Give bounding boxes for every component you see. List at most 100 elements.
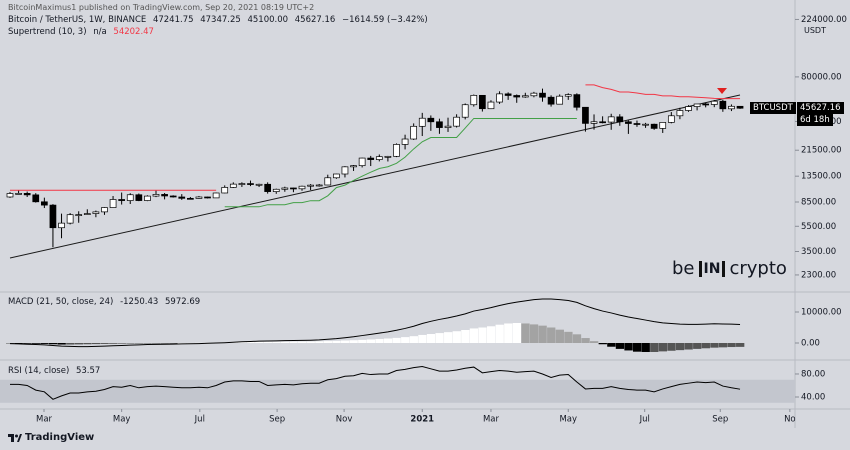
candle-body [15, 193, 22, 195]
histogram-bar [100, 343, 109, 344]
x-tick-label: Nov [336, 415, 353, 425]
trendline [9, 94, 741, 259]
candle-body [118, 199, 125, 201]
histogram-bar [469, 328, 479, 344]
unit: USDT [804, 26, 826, 35]
histogram-bar [14, 343, 23, 344]
candle-body [221, 187, 229, 194]
histogram-bar [340, 340, 350, 344]
y-tick-label: 224000.00 [801, 15, 847, 25]
candle-body [496, 93, 503, 103]
candle-body [32, 194, 40, 203]
histogram-bar [289, 341, 298, 344]
candle-body [238, 183, 246, 185]
histogram-bar [555, 329, 564, 344]
y-tick-label: 0.00 [801, 339, 820, 349]
histogram-bar [529, 324, 539, 344]
candle-body [410, 125, 418, 140]
watermark-middle: IN [698, 260, 726, 277]
histogram-bar [375, 338, 384, 344]
histogram-bar [409, 336, 418, 344]
histogram-bar [401, 337, 410, 344]
y-tick-label: 10000.00 [801, 308, 842, 318]
histogram-bar [91, 343, 101, 345]
candle-body [350, 165, 357, 168]
author-line: BitcoinMaximus1 published on TradingView… [8, 3, 315, 12]
histogram-bar [31, 343, 41, 344]
candle-body [719, 100, 727, 110]
candle-body [650, 123, 658, 129]
x-tick-label: May [113, 415, 131, 425]
macd-line-value: 5972.69 [165, 297, 201, 307]
histogram-bar [693, 343, 702, 349]
candle-body [6, 193, 14, 198]
candle-body [590, 121, 598, 124]
candle-body [341, 166, 349, 175]
candle-body [49, 204, 57, 229]
candle-body [436, 121, 443, 128]
candle-body [607, 116, 615, 123]
histogram-bar [504, 323, 513, 344]
histogram-bar [727, 343, 736, 348]
histogram-bar [547, 327, 556, 344]
candle-body [479, 94, 486, 110]
candle-body [204, 196, 211, 199]
histogram-bar [650, 343, 659, 352]
series-line [224, 117, 577, 208]
histogram-bar [572, 334, 582, 344]
histogram-bar [272, 341, 281, 344]
rsi-value: 53.57 [75, 366, 101, 376]
publish-info: BitcoinMaximus1 published on TradingView… [8, 3, 318, 12]
histogram-bar [23, 343, 32, 344]
candle-body [487, 101, 495, 110]
symbol: BTCUSDT [753, 103, 793, 114]
histogram-bar [435, 333, 444, 344]
candle-body [367, 157, 375, 160]
candle-body [315, 184, 323, 187]
candle-body [272, 188, 280, 192]
histogram-bar [134, 343, 144, 344]
histogram-bar [718, 343, 728, 348]
candle-body [187, 197, 194, 200]
histogram-bar [186, 342, 195, 344]
candle-body [384, 155, 392, 158]
y-tick-label: 8500.00 [801, 198, 836, 208]
high-value: 47347.25 [200, 15, 241, 25]
histogram-bar [581, 338, 590, 344]
candle-body [453, 116, 460, 127]
histogram-bar [675, 343, 685, 351]
candle-body [556, 95, 564, 105]
candle-body [281, 187, 289, 190]
symbol-legend: Bitcoin / TetherUS, 1W, BINANCE 47241.75… [8, 15, 432, 25]
x-tick-label: Jul [194, 415, 205, 425]
histogram-bar [607, 343, 616, 347]
candle-body [144, 195, 151, 201]
y-tick-label: 80.00 [801, 369, 825, 379]
candle-body [710, 100, 718, 105]
y-tick-label: 80000.00 [801, 72, 842, 82]
x-tick-label: Sep [269, 415, 285, 425]
series-line [10, 365, 741, 400]
histogram-bar [315, 341, 324, 344]
y-tick-label: 40.00 [801, 393, 825, 403]
candle-body [530, 92, 538, 97]
histogram-bar [83, 343, 92, 345]
candle-body [307, 184, 314, 187]
close-value: 45627.16 [294, 15, 336, 25]
histogram-bar [332, 340, 341, 344]
candle-body [521, 95, 529, 98]
y-tick-label: 2300.00 [801, 270, 836, 280]
histogram-bar [109, 343, 118, 344]
macd-hist-value: -1250.43 [120, 297, 159, 307]
candle-body [676, 110, 684, 117]
candle-body [41, 201, 48, 206]
candle-body [229, 183, 237, 188]
footer: TradingView [8, 432, 98, 443]
histogram-bar [298, 341, 307, 344]
supertrend-legend: Supertrend (10, 3) n/a 54202.47 [8, 27, 158, 37]
candle-body [75, 214, 83, 216]
candle-body [375, 156, 383, 160]
brand: TradingView [25, 432, 95, 443]
price-unit: USDT [804, 26, 830, 35]
